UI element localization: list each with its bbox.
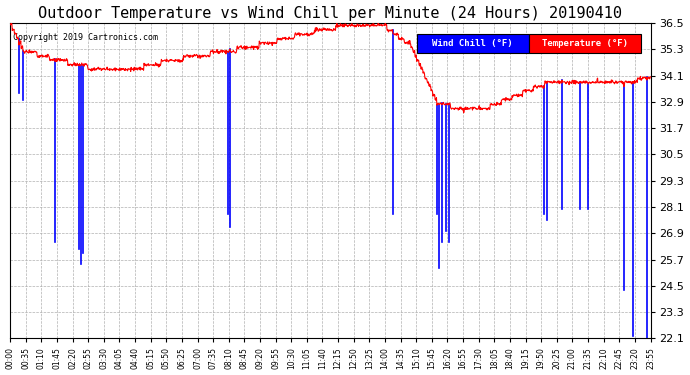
- FancyBboxPatch shape: [417, 34, 529, 53]
- Text: Temperature (°F): Temperature (°F): [542, 39, 628, 48]
- Text: Copyright 2019 Cartronics.com: Copyright 2019 Cartronics.com: [13, 33, 158, 42]
- Text: Wind Chill (°F): Wind Chill (°F): [433, 39, 513, 48]
- FancyBboxPatch shape: [529, 34, 641, 53]
- Title: Outdoor Temperature vs Wind Chill per Minute (24 Hours) 20190410: Outdoor Temperature vs Wind Chill per Mi…: [39, 6, 622, 21]
